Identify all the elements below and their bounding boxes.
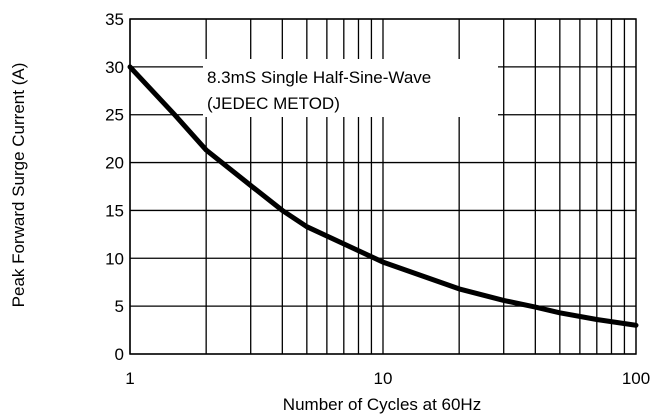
annotation-box: 8.3mS Single Half-Sine-Wave (JEDEC METOD…: [203, 59, 498, 117]
x-tick-label: 1: [125, 369, 134, 388]
y-tick-label: 5: [115, 297, 124, 316]
annotation-background: [203, 59, 498, 117]
y-tick-label: 10: [105, 249, 124, 268]
y-axis-title: Peak Forward Surge Current (A): [9, 63, 28, 308]
y-tick-label: 0: [115, 345, 124, 364]
annotation-line-2: (JEDEC METOD): [207, 94, 340, 113]
y-tick-label: 20: [105, 154, 124, 173]
series-line: [127, 64, 639, 328]
x-axis-title: Number of Cycles at 60Hz: [283, 395, 481, 414]
y-tick-label: 25: [105, 106, 124, 125]
annotation-line-1: 8.3mS Single Half-Sine-Wave: [207, 68, 431, 87]
y-tick-label: 30: [105, 58, 124, 77]
y-tick-label: 35: [105, 10, 124, 29]
x-tick-label: 10: [374, 369, 393, 388]
tick-labels: 0 5 10 15 20 25 30 35 1 10 100: [105, 10, 650, 388]
plot-frame: [129, 18, 637, 355]
y-tick-label: 15: [105, 201, 124, 220]
x-tick-label: 100: [622, 369, 650, 388]
